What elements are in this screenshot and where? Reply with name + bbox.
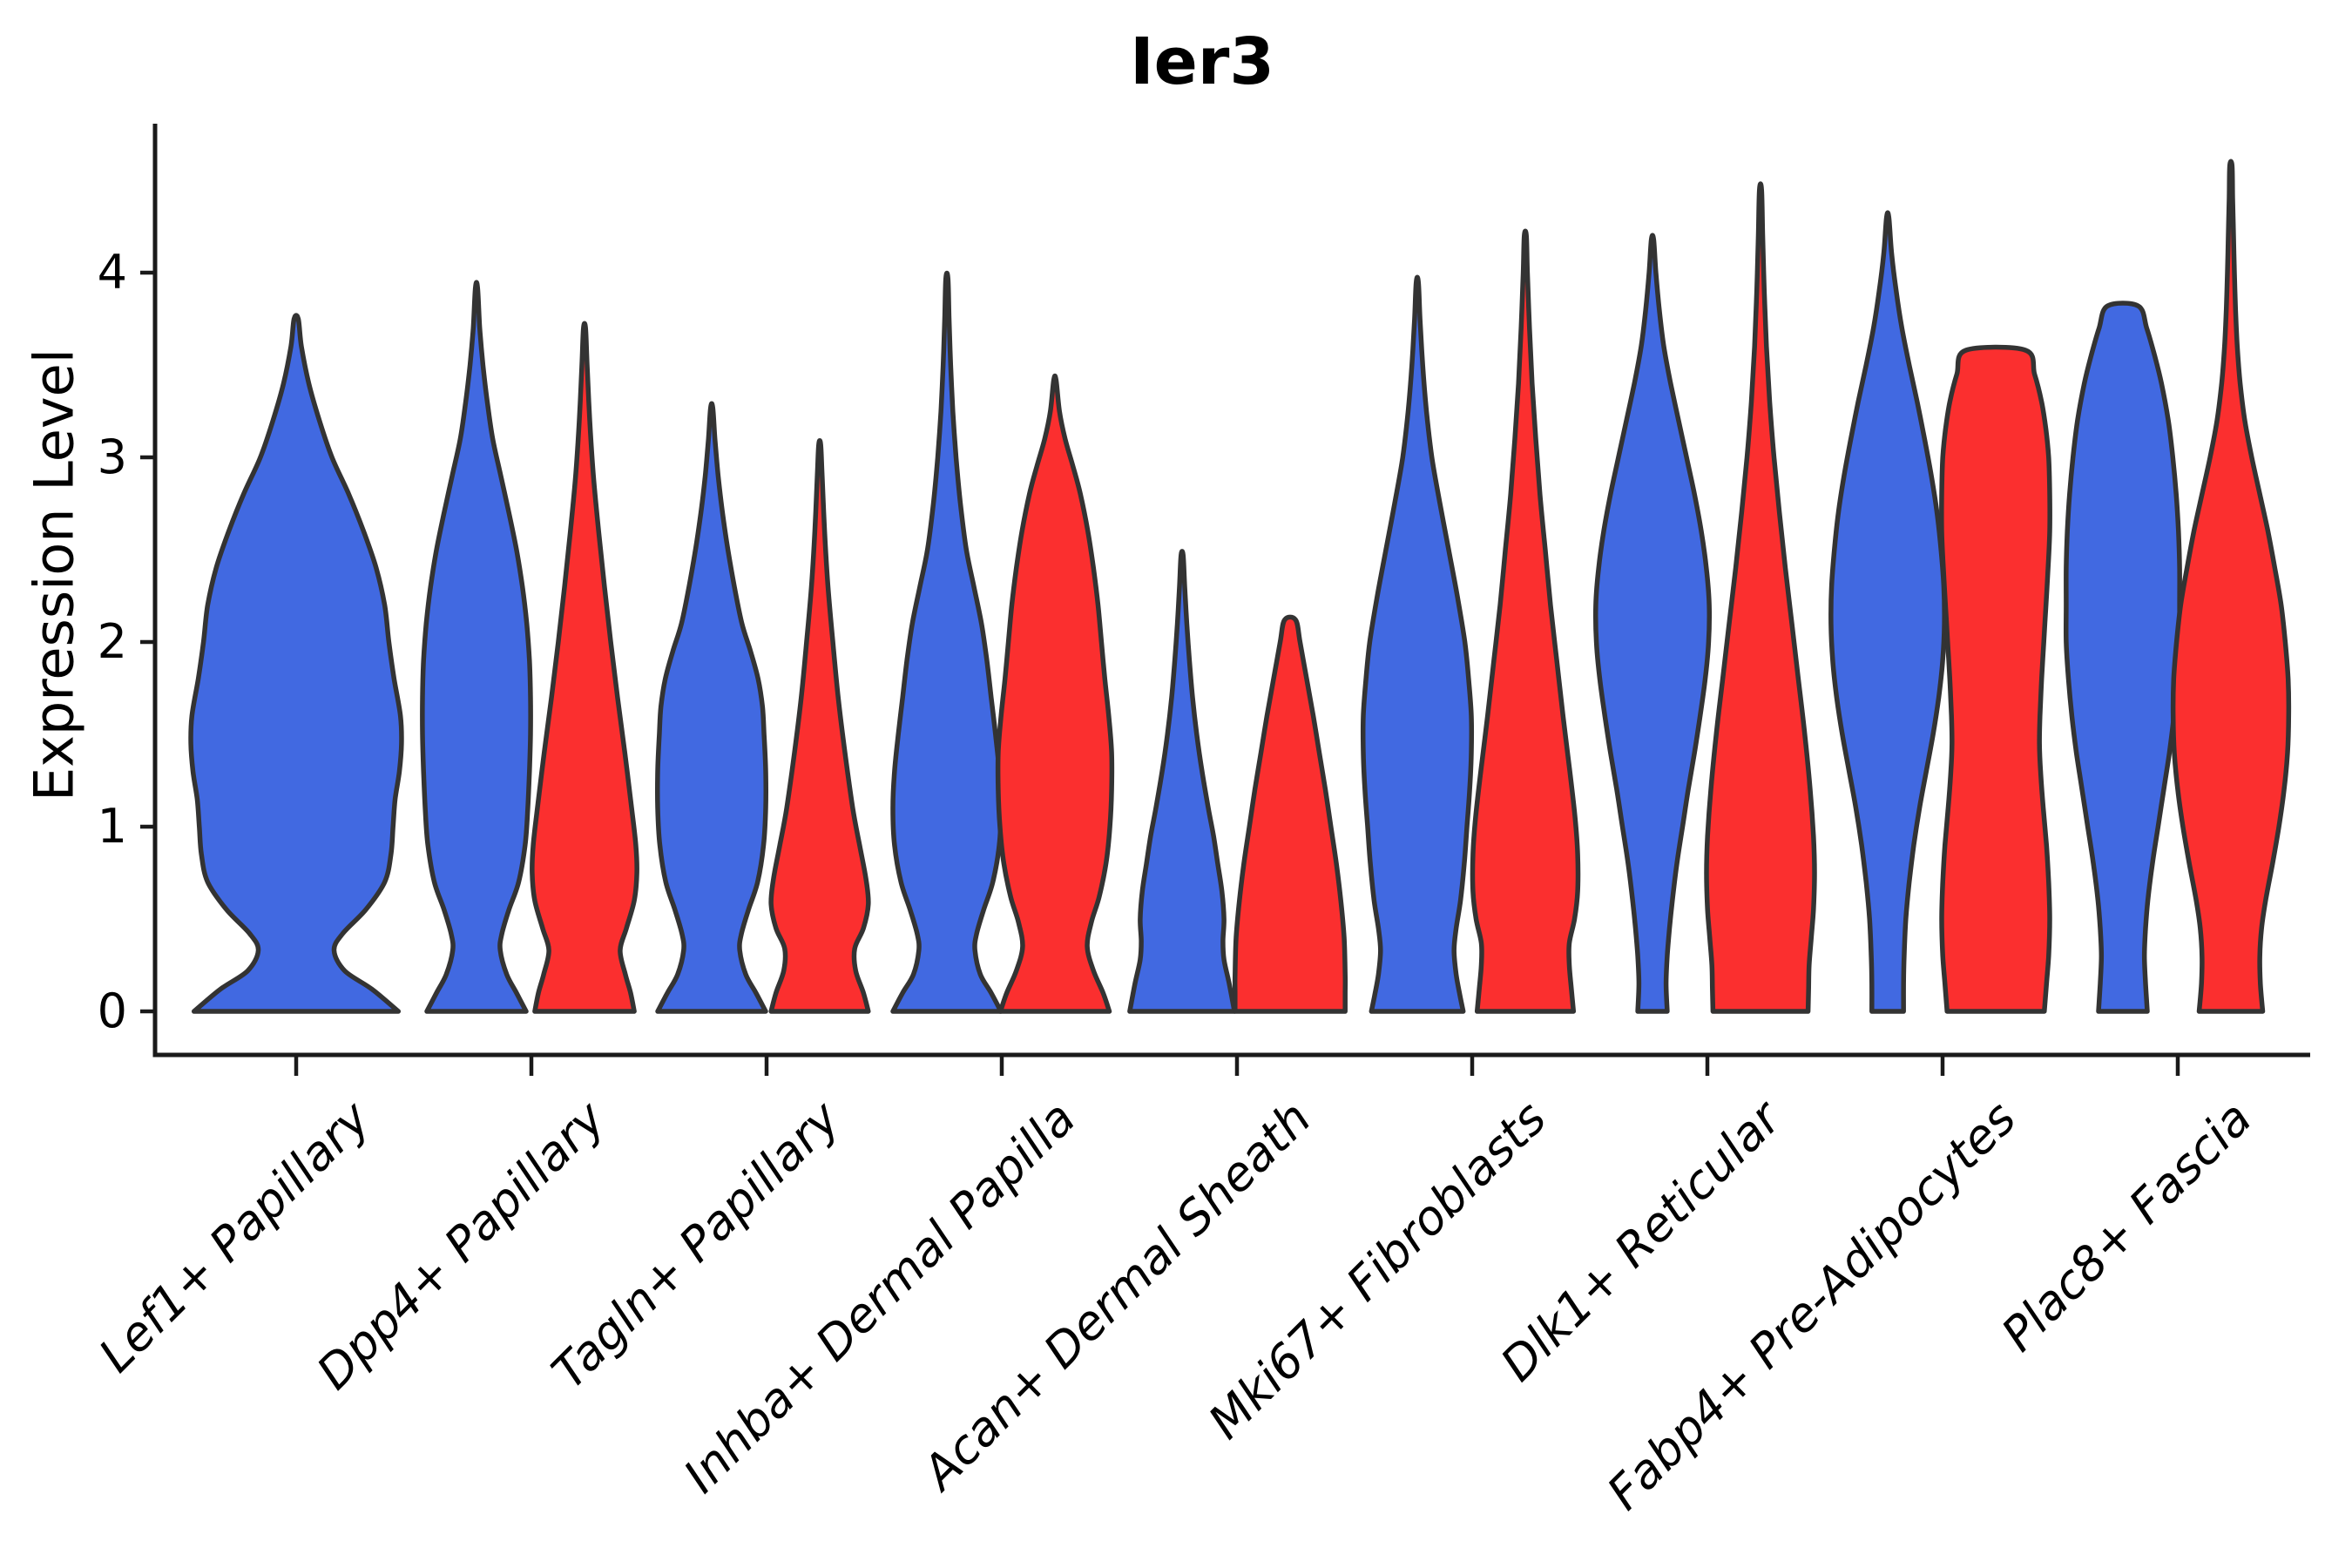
violin-blue-fabp4-pre-adipocytes bbox=[1828, 210, 1947, 1014]
axes-layer bbox=[140, 124, 2310, 1076]
y-tick-label-2: 2 bbox=[97, 614, 127, 669]
violin-blue-dlk1-reticular bbox=[1592, 233, 1713, 1014]
violin-red-plac8-fascia bbox=[2170, 159, 2292, 1014]
violins-layer bbox=[188, 159, 2292, 1014]
violin-red-fabp4-pre-adipocytes bbox=[1939, 344, 2052, 1014]
chart-title: Ier3 bbox=[1130, 24, 1274, 99]
violin-red-dlk1-reticular bbox=[1704, 181, 1817, 1014]
violin-blue-dpp4-papillary bbox=[420, 280, 533, 1014]
violin-red-dpp4-papillary bbox=[530, 321, 639, 1014]
violin-blue-inhba-dermal-papilla bbox=[890, 270, 1004, 1014]
y-axis-label: Expression Level bbox=[22, 348, 86, 801]
y-tick-label-3: 3 bbox=[97, 429, 127, 484]
violin-blue-acan-dermal-sheath bbox=[1127, 549, 1237, 1014]
y-tick-label-4: 4 bbox=[97, 245, 127, 300]
violin-red-mki67-fibroblasts bbox=[1470, 228, 1581, 1014]
violin-blue-lef1-papillary bbox=[188, 313, 404, 1014]
violin-blue-plac8-fascia bbox=[2063, 301, 2183, 1014]
y-tick-label-1: 1 bbox=[97, 799, 127, 854]
violin-red-tagln-papillary bbox=[768, 437, 871, 1014]
violin-blue-tagln-papillary bbox=[654, 401, 769, 1014]
violin-blue-mki67-fibroblasts bbox=[1360, 274, 1475, 1014]
violin-red-acan-dermal-sheath bbox=[1232, 614, 1348, 1014]
violin-red-inhba-dermal-papilla bbox=[995, 373, 1115, 1014]
y-tick-label-0: 0 bbox=[97, 983, 127, 1038]
